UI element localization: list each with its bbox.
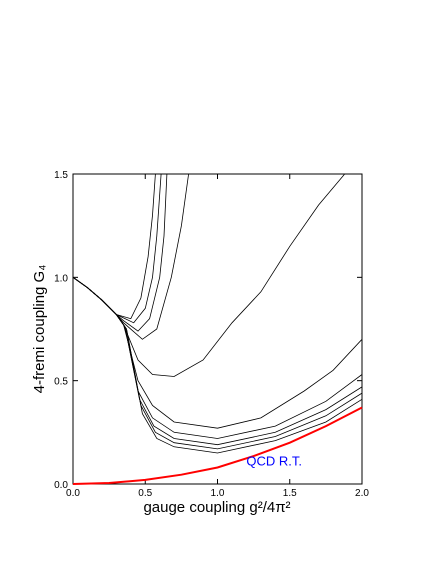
y-tick-label: 1.5: [54, 170, 68, 181]
x-tick-label: 0.5: [138, 488, 152, 499]
flow-line: [72, 276, 363, 454]
flow-line: [72, 406, 363, 485]
y-axis-label: 4-fremi coupling G₄: [31, 265, 48, 394]
flow-line: [72, 173, 162, 324]
flow-line: [72, 276, 363, 439]
x-tick-label: 1.0: [211, 488, 225, 499]
y-tick-label: 1.0: [54, 273, 68, 284]
flow-line: [72, 173, 189, 340]
flow-line: [72, 276, 363, 446]
plot-frame: [72, 173, 363, 485]
flow-line: [72, 173, 156, 320]
flow-line: [72, 173, 346, 377]
x-tick-label: 2.0: [355, 488, 369, 499]
x-axis-label: gauge coupling g²/4π²: [143, 499, 290, 516]
flow-line: [72, 276, 363, 450]
x-tick-label: 0.0: [66, 488, 80, 499]
flow-line: [72, 276, 363, 429]
annotation: QCD R.T.: [246, 453, 302, 468]
y-tick-label: 0.5: [54, 377, 68, 388]
y-tick-label: 0.0: [54, 480, 68, 491]
flow-line: [72, 173, 168, 332]
x-tick-label: 1.5: [283, 488, 297, 499]
